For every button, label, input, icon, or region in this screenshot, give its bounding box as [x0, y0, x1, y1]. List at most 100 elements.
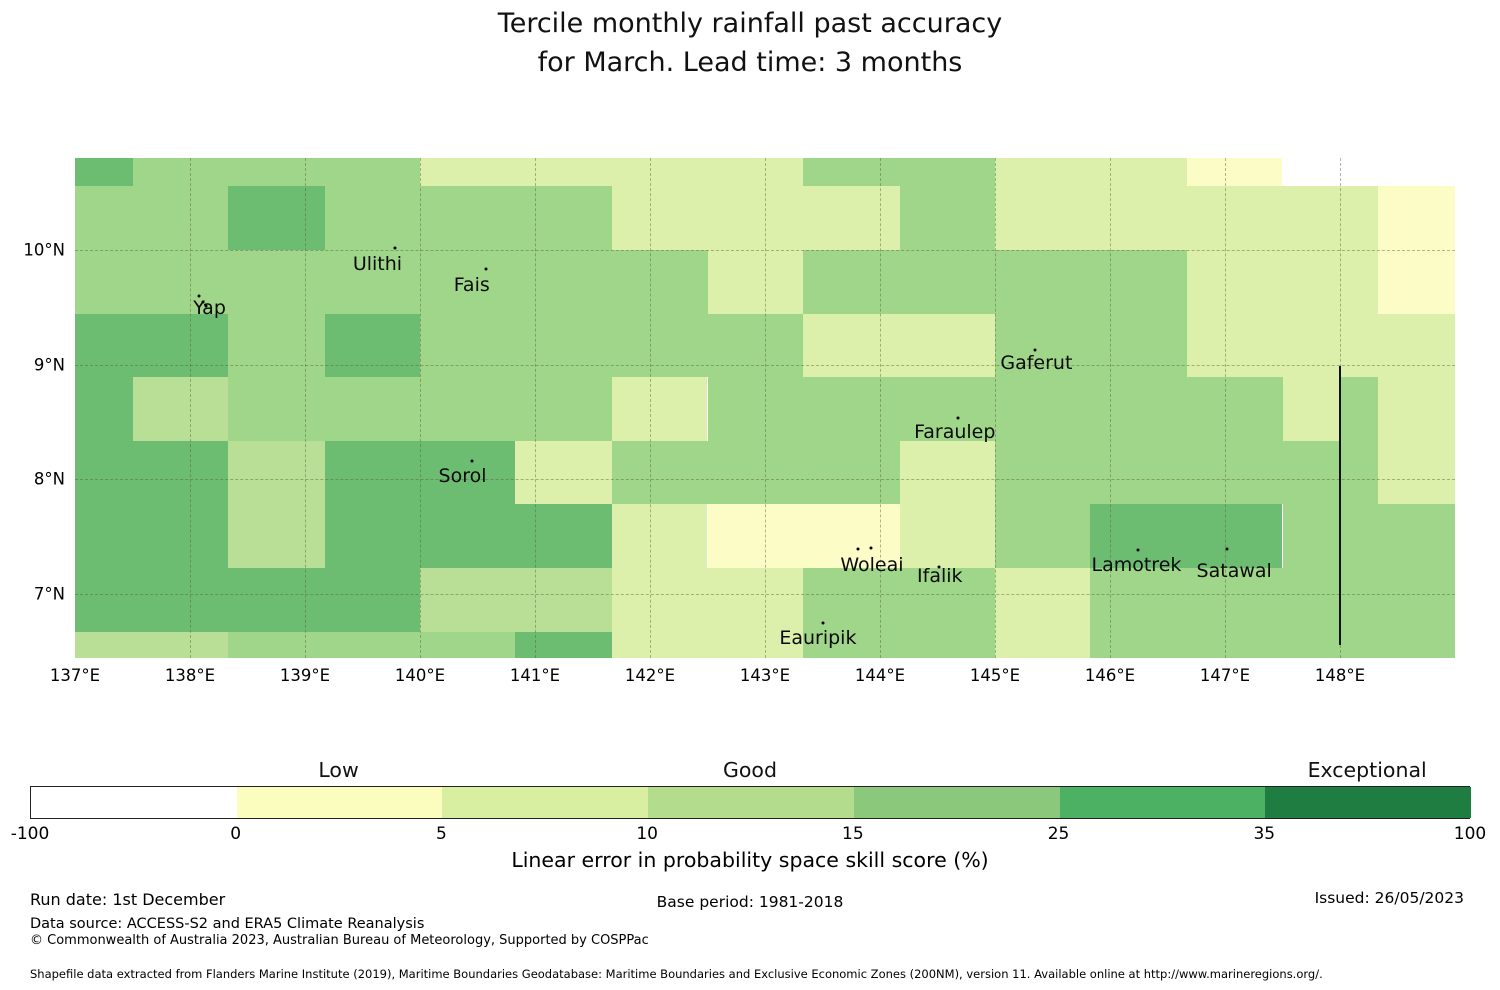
colorbar-tick-label: 35: [1253, 824, 1276, 844]
map-gridline-vertical: [190, 158, 191, 658]
x-tick-label: 146°E: [1084, 666, 1136, 685]
map-cell: [1090, 631, 1455, 658]
map-cell: [227, 377, 613, 441]
colorbar-category-label: Exceptional: [1307, 758, 1427, 782]
map-cell: [1377, 440, 1455, 505]
data-source-text: Data source: ACCESS-S2 and ERA5 Climate …: [30, 916, 425, 932]
island-marker-dot: [201, 300, 205, 304]
island-marker-dot: [956, 416, 960, 420]
map-cell: [612, 186, 900, 250]
island-label: Gaferut: [1000, 352, 1073, 375]
island-label: Faraulep: [914, 421, 996, 444]
map-cell: [227, 313, 325, 378]
colorbar-tick-label: 100: [1453, 824, 1487, 844]
x-tick-label: 145°E: [969, 666, 1021, 685]
x-tick-label: 138°E: [164, 666, 216, 685]
map-cell: [75, 631, 228, 658]
x-tick-label: 139°E: [279, 666, 331, 685]
map-cell: [612, 568, 803, 632]
x-tick-label: 142°E: [624, 666, 676, 685]
island-label: Lamotrek: [1091, 553, 1182, 576]
island-marker-dot: [1225, 547, 1229, 551]
colorbar-segment: [236, 787, 443, 818]
map-cell: [75, 186, 228, 250]
map-cell: [1282, 158, 1455, 187]
island-label: Eauripik: [779, 627, 857, 650]
colorbar-segment: [1265, 787, 1471, 818]
island-marker-dot: [1136, 548, 1140, 552]
colorbar-tick-label: 5: [436, 824, 447, 844]
colorbar-segment: [31, 787, 237, 818]
map-cell: [707, 250, 803, 314]
map-cell: [1377, 377, 1455, 441]
island-marker-dot: [869, 546, 873, 550]
map-cell: [515, 440, 613, 505]
colorbar-axis-label: Linear error in probability space skill …: [511, 848, 989, 872]
map-cell: [1090, 568, 1455, 632]
island-label: Fais: [453, 274, 490, 297]
map-cell: [227, 186, 325, 250]
map-gridline-horizontal: [75, 479, 1455, 480]
map-cell: [1187, 158, 1283, 187]
map-cell: [227, 440, 325, 505]
map-cell: [1282, 504, 1455, 569]
x-tick-label: 147°E: [1199, 666, 1251, 685]
x-tick-label: 144°E: [854, 666, 906, 685]
map-cell: [802, 250, 1188, 314]
colorbar-tick-label: 15: [842, 824, 864, 844]
title-line-2: for March. Lead time: 3 months: [537, 47, 963, 78]
map-cell: [612, 504, 708, 569]
map-cell: [1377, 250, 1455, 314]
x-tick-label: 137°E: [49, 666, 101, 685]
colorbar-segment: [442, 787, 649, 818]
colorbar-segment: [1059, 787, 1266, 818]
colorbar-category-label: Low: [318, 758, 359, 782]
map-cell: [1340, 377, 1378, 441]
colorbar-tick-label: -100: [10, 824, 50, 844]
map-cell: [75, 377, 133, 441]
issued-date-text: Issued: 26/05/2023: [1314, 889, 1464, 907]
map-cell: [75, 313, 228, 378]
map-gridline-horizontal: [75, 250, 1455, 251]
map-cell: [420, 313, 803, 378]
map-gridline-vertical: [880, 158, 881, 658]
map-gridline-horizontal: [75, 364, 1455, 366]
map-cell: [75, 440, 228, 505]
map-cell: [132, 377, 228, 441]
map-cell: [324, 313, 420, 378]
x-tick-label: 148°E: [1314, 666, 1366, 685]
map-gridline-vertical: [535, 158, 536, 658]
map-cell: [1282, 377, 1340, 441]
island-marker-dot: [470, 459, 474, 463]
map-cell: [227, 631, 516, 658]
map-cell: [707, 377, 1283, 441]
colorbar-tick-label: 25: [1047, 824, 1070, 844]
map-cell: [995, 568, 1091, 632]
map-gridline-vertical: [305, 158, 306, 658]
x-tick-label: 143°E: [739, 666, 791, 685]
map-gridline-vertical: [1225, 158, 1226, 658]
map-cell: [132, 158, 420, 187]
map-cell: [707, 504, 900, 569]
title-line-1: Tercile monthly rainfall past accuracy: [497, 8, 1003, 39]
map-cell: [420, 158, 803, 187]
map-cell: [995, 158, 1188, 187]
island-marker-dot: [821, 621, 824, 625]
island-marker-dot: [937, 565, 941, 569]
map-cell: [802, 568, 995, 632]
map-cell: [75, 250, 708, 314]
x-tick-label: 140°E: [394, 666, 446, 685]
map-cell: [612, 377, 708, 441]
colorbar: [30, 786, 1471, 819]
map-cell: [612, 440, 900, 505]
map-cell: [899, 186, 995, 250]
map-cell: [324, 504, 613, 569]
map-gridline-vertical: [995, 158, 996, 658]
map-cell: [899, 504, 995, 569]
map-cell: [995, 440, 1378, 505]
map-gridline-vertical: [420, 158, 421, 658]
island-label: Satawal: [1196, 559, 1272, 582]
island-marker-dot: [1033, 348, 1037, 352]
x-tick-label: 141°E: [509, 666, 561, 685]
